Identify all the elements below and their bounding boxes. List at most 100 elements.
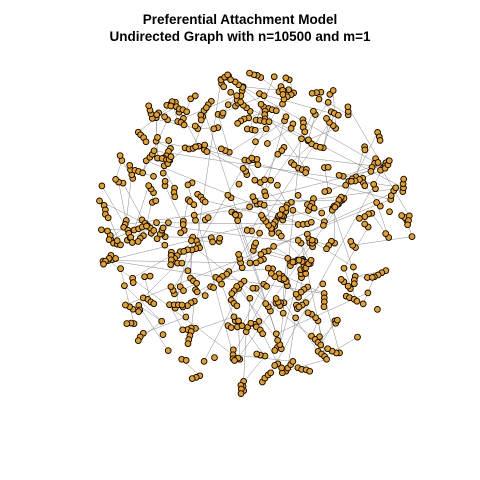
graph-edge — [292, 209, 325, 222]
graph-node — [227, 324, 235, 331]
graph-node — [235, 251, 242, 258]
graph-node — [279, 91, 287, 98]
graph-node — [310, 107, 317, 115]
graph-node — [382, 230, 390, 237]
graph-node — [310, 204, 318, 212]
graph-node — [179, 326, 187, 334]
graph-node — [337, 276, 345, 283]
graph-node — [404, 221, 411, 229]
graph-node — [274, 150, 282, 158]
graph-node — [249, 193, 257, 201]
graph-edge — [283, 302, 319, 352]
graph-edge — [133, 185, 149, 231]
graph-node — [318, 209, 326, 217]
graph-node — [152, 197, 160, 205]
graph-node — [374, 159, 382, 166]
title-line-2: Undirected Graph with n=10500 and m=1 — [109, 29, 371, 44]
graph-node — [248, 154, 256, 162]
graph-node — [356, 215, 363, 222]
graph-node — [347, 238, 355, 245]
graph-node — [264, 140, 271, 147]
graph-edge — [232, 273, 280, 355]
graph-node — [260, 201, 268, 209]
graph-edge — [143, 262, 178, 299]
graph-node — [289, 358, 297, 365]
graph-node — [153, 219, 160, 226]
graph-node — [158, 317, 166, 325]
graph-edge — [324, 167, 329, 191]
graph-node — [211, 354, 218, 361]
graph-node — [228, 290, 236, 297]
graph-node — [400, 175, 408, 183]
graph-node — [112, 255, 119, 262]
graph-node — [105, 236, 113, 244]
graph-node — [280, 275, 288, 282]
graph-node — [216, 234, 224, 242]
graph-node — [272, 330, 280, 338]
graph-node — [232, 211, 239, 219]
graph-node — [123, 320, 131, 327]
graph-node — [183, 108, 191, 116]
graph-node — [267, 369, 275, 377]
graph-edge — [264, 102, 329, 193]
graph-edge — [352, 236, 413, 246]
graph-node — [334, 316, 341, 324]
graph-node — [161, 113, 168, 121]
graph-node — [265, 118, 273, 126]
graph-node — [324, 163, 332, 171]
graph-node — [122, 301, 129, 309]
title-line-1: Preferential Attachment Model — [142, 12, 338, 27]
graph-node — [292, 314, 299, 322]
graph-node — [282, 113, 290, 121]
graph-node — [231, 357, 238, 364]
graph-node — [180, 248, 188, 255]
graph-node — [190, 211, 198, 219]
graph-node — [392, 184, 400, 192]
graph-node — [301, 128, 309, 136]
graph-node — [294, 237, 302, 244]
graph-node — [164, 347, 172, 354]
graph-node — [367, 168, 375, 175]
graph-node — [271, 362, 279, 369]
graph-node — [193, 279, 200, 287]
graph-edge — [254, 199, 343, 201]
graph-node — [361, 213, 369, 220]
graph-node — [359, 300, 367, 308]
graph-edge — [279, 119, 304, 345]
graph-node — [204, 214, 212, 221]
graph-node — [252, 259, 260, 267]
graph-node — [145, 182, 153, 189]
graph-edge — [291, 143, 312, 163]
graph-node — [159, 169, 167, 177]
graph-edge — [217, 114, 230, 153]
graph-edge — [144, 223, 302, 244]
graph-edge — [122, 182, 146, 224]
graph-node — [398, 212, 406, 219]
graph-node — [224, 101, 232, 109]
graph-edge — [260, 77, 280, 92]
graph-node — [178, 301, 186, 309]
graph-node — [270, 243, 277, 250]
graph-node — [184, 340, 192, 348]
graph-node — [376, 137, 384, 144]
graph-node — [201, 198, 209, 206]
graph-node — [139, 169, 147, 177]
graph-node — [153, 235, 161, 243]
graph-node — [323, 355, 330, 363]
graph-node — [278, 206, 286, 213]
graph-node — [284, 255, 292, 262]
graph-edge — [285, 359, 327, 372]
graph-edge — [164, 185, 184, 225]
graph-node — [135, 308, 142, 315]
graph-node — [354, 333, 361, 341]
graph-node — [143, 222, 150, 230]
graph-node — [210, 284, 217, 291]
graph-node — [238, 322, 246, 330]
graph-node — [126, 161, 134, 169]
graph-edge — [235, 214, 281, 345]
graph-node — [307, 256, 315, 264]
graph-node — [350, 263, 357, 271]
graph-node — [290, 161, 298, 169]
graph-edge — [307, 114, 316, 141]
